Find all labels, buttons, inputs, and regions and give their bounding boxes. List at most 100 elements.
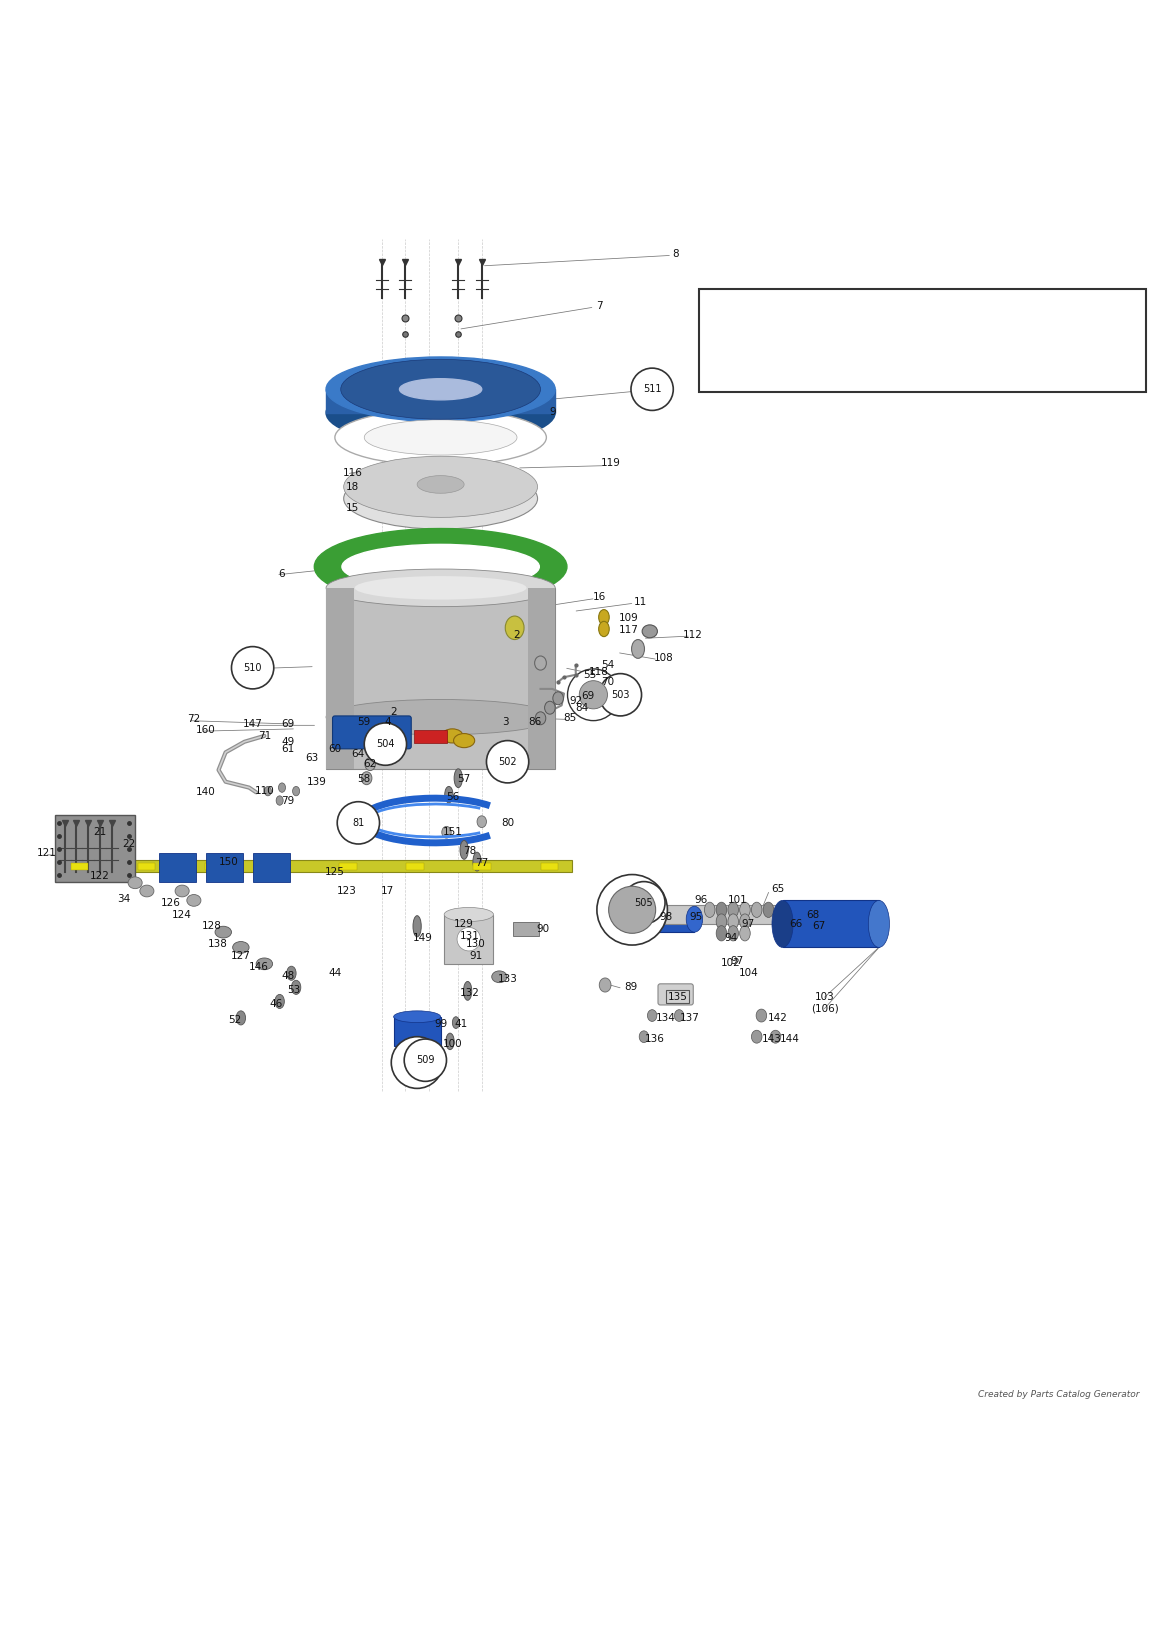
- Bar: [665, 906, 788, 924]
- Bar: [394, 1017, 441, 1045]
- Circle shape: [579, 681, 607, 709]
- Text: 98: 98: [659, 912, 673, 922]
- Text: 62: 62: [363, 760, 377, 770]
- Text: 34: 34: [116, 894, 130, 904]
- Text: 69: 69: [580, 691, 595, 701]
- Text: 44: 44: [328, 968, 342, 978]
- Ellipse shape: [341, 359, 540, 418]
- Text: 48: 48: [281, 970, 295, 981]
- Bar: [513, 922, 539, 935]
- Text: 60: 60: [328, 743, 342, 753]
- Text: 118: 118: [590, 668, 609, 678]
- Text: 100: 100: [443, 1039, 462, 1049]
- Bar: [55, 860, 572, 873]
- Ellipse shape: [434, 1017, 441, 1029]
- Ellipse shape: [764, 903, 774, 917]
- Ellipse shape: [491, 971, 508, 983]
- Ellipse shape: [752, 903, 763, 917]
- Text: 6: 6: [278, 569, 286, 579]
- Text: 129: 129: [455, 919, 474, 929]
- Ellipse shape: [315, 528, 566, 606]
- Text: 123: 123: [337, 886, 356, 896]
- Bar: [414, 730, 446, 743]
- Text: 137: 137: [680, 1012, 699, 1022]
- Ellipse shape: [256, 958, 273, 970]
- Bar: [55, 814, 135, 881]
- Ellipse shape: [454, 734, 475, 748]
- Text: 151: 151: [443, 827, 462, 837]
- Bar: [783, 901, 879, 947]
- Text: 4: 4: [384, 717, 391, 727]
- Circle shape: [457, 927, 481, 950]
- Text: 78: 78: [463, 847, 477, 857]
- Text: 92: 92: [569, 696, 583, 706]
- Text: 79: 79: [281, 796, 295, 806]
- Bar: [204, 863, 222, 870]
- Ellipse shape: [752, 1031, 763, 1044]
- Text: 139: 139: [308, 776, 327, 786]
- Text: 502: 502: [498, 757, 517, 766]
- Text: 509: 509: [416, 1055, 435, 1065]
- Circle shape: [623, 881, 665, 924]
- Ellipse shape: [128, 876, 142, 889]
- Ellipse shape: [327, 569, 555, 607]
- Bar: [70, 863, 88, 870]
- Ellipse shape: [355, 576, 526, 599]
- Text: 59: 59: [357, 717, 371, 727]
- Ellipse shape: [327, 699, 555, 735]
- Circle shape: [609, 886, 656, 934]
- Ellipse shape: [342, 545, 539, 589]
- Ellipse shape: [362, 771, 372, 784]
- Ellipse shape: [544, 701, 555, 714]
- Text: 65: 65: [771, 883, 785, 894]
- Ellipse shape: [343, 468, 538, 528]
- Text: 99: 99: [434, 1019, 448, 1029]
- Text: 8: 8: [672, 249, 679, 259]
- Text: 101: 101: [728, 896, 747, 906]
- Ellipse shape: [264, 786, 271, 796]
- Text: 143: 143: [763, 1034, 781, 1044]
- Ellipse shape: [187, 894, 201, 906]
- Ellipse shape: [674, 1009, 684, 1021]
- Text: 46: 46: [269, 999, 283, 1009]
- Text: 11: 11: [633, 597, 647, 607]
- Text: 97: 97: [730, 957, 744, 967]
- Ellipse shape: [175, 884, 189, 898]
- Ellipse shape: [771, 1031, 780, 1044]
- Ellipse shape: [716, 926, 726, 940]
- Ellipse shape: [552, 693, 564, 704]
- Bar: [407, 863, 424, 870]
- Ellipse shape: [364, 758, 376, 771]
- Text: 3: 3: [502, 717, 509, 727]
- Ellipse shape: [343, 456, 538, 517]
- Bar: [340, 863, 357, 870]
- Ellipse shape: [772, 901, 793, 947]
- Text: 2: 2: [513, 630, 521, 640]
- Text: 94: 94: [724, 934, 738, 944]
- Text: 71: 71: [257, 730, 271, 740]
- Ellipse shape: [335, 409, 546, 466]
- Text: 21: 21: [93, 827, 107, 837]
- Ellipse shape: [535, 656, 546, 670]
- Text: 61: 61: [281, 743, 295, 753]
- Text: 104: 104: [739, 968, 758, 978]
- Ellipse shape: [599, 609, 610, 625]
- Text: 7: 7: [596, 300, 603, 310]
- Text: 97: 97: [741, 919, 756, 929]
- Ellipse shape: [599, 978, 611, 993]
- Ellipse shape: [740, 926, 751, 940]
- Text: 66: 66: [788, 919, 803, 929]
- Text: 69: 69: [281, 719, 295, 729]
- Ellipse shape: [278, 783, 286, 793]
- Text: 131: 131: [461, 930, 479, 940]
- Text: 52: 52: [228, 1016, 242, 1026]
- Text: 81: 81: [352, 817, 364, 827]
- Text: 56: 56: [445, 793, 459, 802]
- Text: 9: 9: [549, 407, 556, 417]
- Ellipse shape: [140, 884, 154, 898]
- Text: (106): (106): [811, 1004, 839, 1014]
- Text: 150: 150: [220, 857, 239, 866]
- Ellipse shape: [686, 906, 703, 932]
- Text: 132: 132: [461, 988, 479, 998]
- Ellipse shape: [505, 615, 524, 640]
